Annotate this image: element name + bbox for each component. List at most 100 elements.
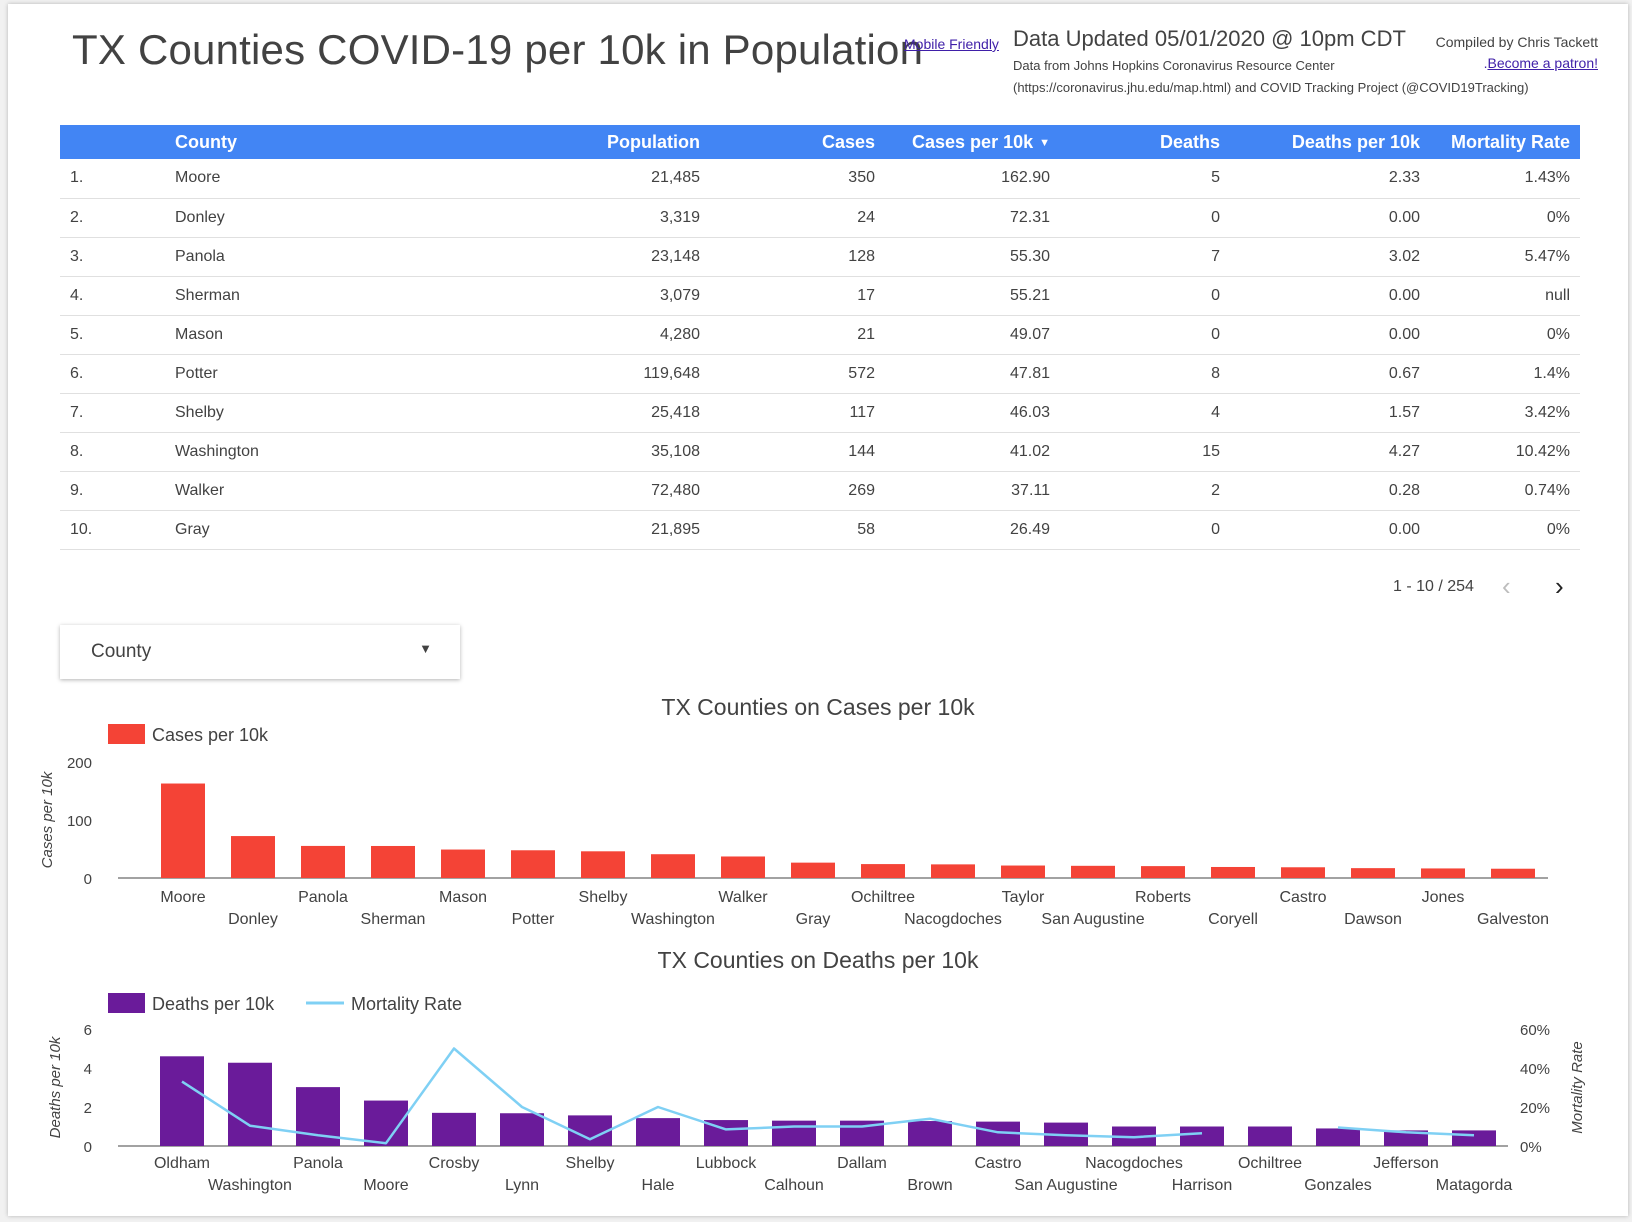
- x-tick-label-dawson: Dawson: [1344, 911, 1402, 928]
- x-tick-label-panola: Panola: [298, 889, 348, 906]
- table-row[interactable]: 7. Shelby 25,418 117 46.03 4 1.57 3.42%: [60, 393, 1580, 432]
- x-tick-label-shelby: Shelby: [566, 1155, 615, 1172]
- y-tick-label: 0: [84, 871, 92, 888]
- bar-ochiltree: [1248, 1126, 1292, 1146]
- x-tick-label-walker: Walker: [718, 889, 768, 906]
- x-tick-label-potter: Potter: [512, 911, 555, 928]
- bar-washington: [651, 854, 695, 878]
- column-header-deaths-per-10k[interactable]: Deaths per 10k: [1291, 131, 1420, 152]
- cell-cases: 17: [857, 286, 875, 304]
- table-row[interactable]: 4. Sherman 3,079 17 55.21 0 0.00 null: [60, 276, 1580, 315]
- cell-cases: 350: [848, 169, 875, 187]
- previous-page-button[interactable]: ‹: [1502, 573, 1511, 599]
- column-header-cases-per-10k[interactable]: Cases per 10k ▼: [885, 125, 1060, 159]
- cell-deaths: 0: [1211, 286, 1220, 304]
- x-tick-label-galveston: Galveston: [1477, 911, 1549, 928]
- cell-rank: 9.: [70, 481, 84, 499]
- bar-shelby: [581, 851, 625, 878]
- cell-cases-per-10k: 55.30: [1009, 247, 1050, 265]
- bar-castro: [1281, 867, 1325, 878]
- cell-rank: 5.: [70, 325, 84, 343]
- bar-galveston: [1491, 868, 1535, 878]
- patron-line: .Become a patron!: [1484, 55, 1598, 71]
- bar-hale: [636, 1118, 680, 1146]
- x-tick-label-gray: Gray: [796, 911, 831, 928]
- county-filter-dropdown[interactable]: County ▼: [60, 625, 460, 679]
- bar-matagorda: [1452, 1130, 1496, 1146]
- bar-oldham: [160, 1056, 204, 1146]
- county-table: County Population Cases Cases per 10k ▼ D…: [60, 125, 1580, 550]
- cell-cases: 572: [848, 364, 875, 382]
- column-header-population[interactable]: Population: [607, 131, 700, 152]
- table-row[interactable]: 1. Moore 21,485 350 162.90 5 2.33 1.43%: [60, 159, 1580, 198]
- data-source-line-1: Data from Johns Hopkins Coronavirus Reso…: [1013, 58, 1335, 73]
- cell-population: 4,280: [659, 325, 700, 343]
- cell-population: 23,148: [651, 247, 700, 265]
- bar-san-augustine: [1071, 865, 1115, 878]
- cell-cases: 144: [848, 442, 875, 460]
- column-header-cases[interactable]: Cases: [821, 131, 875, 152]
- data-source-line-2: (https://coronavirus.jhu.edu/map.html) a…: [1013, 80, 1529, 95]
- mobile-friendly-link[interactable]: Mobile Friendly: [904, 36, 999, 52]
- y-tick-label: 0: [84, 1139, 92, 1156]
- cell-cases-per-10k: 26.49: [1009, 520, 1050, 538]
- table-row[interactable]: 6. Potter 119,648 572 47.81 8 0.67 1.4%: [60, 354, 1580, 393]
- y-axis-label: Cases per 10k: [39, 770, 56, 868]
- bar-coryell: [1211, 866, 1255, 878]
- column-header-county[interactable]: County: [175, 131, 237, 152]
- cell-rank: 7.: [70, 403, 84, 421]
- x-tick-label-moore: Moore: [160, 889, 205, 906]
- bar-nacogdoches: [931, 864, 975, 878]
- x-tick-label-taylor: Taylor: [1002, 889, 1045, 906]
- chart-title: TX Counties on Deaths per 10k: [658, 947, 979, 973]
- table-row[interactable]: 9. Walker 72,480 269 37.11 2 0.28 0.74%: [60, 471, 1580, 510]
- table-row[interactable]: 10. Gray 21,895 58 26.49 0 0.00 0%: [60, 510, 1580, 549]
- cell-mortality-rate: 1.4%: [1533, 364, 1570, 382]
- cell-cases-per-10k: 41.02: [1009, 442, 1050, 460]
- x-tick-label-oldham: Oldham: [154, 1155, 210, 1172]
- patron-prefix: .: [1483, 55, 1488, 71]
- column-header-deaths[interactable]: Deaths: [1159, 131, 1220, 152]
- column-header-mortality-rate[interactable]: Mortality Rate: [1450, 131, 1570, 152]
- y-tick-label: 6: [84, 1022, 92, 1039]
- y2-tick-label: 60%: [1520, 1022, 1550, 1039]
- mortality-rate-line: [1337, 1126, 1475, 1137]
- x-tick-label-ochiltree: Ochiltree: [851, 889, 915, 906]
- cell-rank: 1.: [70, 169, 84, 187]
- cell-deaths-per-10k: 0.00: [1388, 520, 1420, 538]
- cell-deaths: 5: [1211, 169, 1220, 187]
- cell-mortality-rate: 10.42%: [1515, 442, 1570, 460]
- cell-rank: 10.: [70, 520, 93, 538]
- table-row[interactable]: 5. Mason 4,280 21 49.07 0 0.00 0%: [60, 315, 1580, 354]
- x-tick-label-lynn: Lynn: [505, 1177, 539, 1194]
- chevron-left-icon: ‹: [1502, 571, 1511, 601]
- y-tick-label: 200: [67, 755, 92, 772]
- cell-rank: 8.: [70, 442, 84, 460]
- cell-cases: 24: [857, 208, 875, 226]
- table-header-row: County Population Cases Cases per 10k ▼ D…: [60, 125, 1580, 159]
- x-tick-label-castro: Castro: [1279, 889, 1326, 906]
- bar-gonzales: [1316, 1128, 1360, 1146]
- cell-population: 21,895: [651, 520, 700, 538]
- cell-deaths-per-10k: 0.00: [1388, 325, 1420, 343]
- bar-panola: [301, 845, 345, 878]
- x-tick-label-roberts: Roberts: [1135, 889, 1191, 906]
- cell-cases-per-10k: 46.03: [1009, 403, 1050, 421]
- next-page-button[interactable]: ›: [1555, 573, 1564, 599]
- table-row[interactable]: 2. Donley 3,319 24 72.31 0 0.00 0%: [60, 198, 1580, 237]
- cell-cases: 117: [849, 403, 875, 421]
- become-patron-link[interactable]: Become a patron!: [1487, 55, 1598, 71]
- legend-swatch-deaths-per-10k: [108, 993, 145, 1013]
- cell-cases: 128: [848, 247, 875, 265]
- table-row[interactable]: 3. Panola 23,148 128 55.30 7 3.02 5.47%: [60, 237, 1580, 276]
- bar-walker: [721, 856, 765, 878]
- cell-cases-per-10k: 47.81: [1009, 364, 1050, 382]
- bar-gray: [791, 862, 835, 878]
- bar-sherman: [371, 845, 415, 878]
- bar-washington: [228, 1062, 272, 1146]
- chart-title: TX Counties on Cases per 10k: [661, 694, 975, 720]
- table-row[interactable]: 8. Washington 35,108 144 41.02 15 4.27 10.42%: [60, 432, 1580, 471]
- cell-cases-per-10k: 162.90: [1001, 169, 1050, 187]
- x-tick-label-harrison: Harrison: [1172, 1177, 1232, 1194]
- cell-mortality-rate: 0%: [1546, 325, 1570, 343]
